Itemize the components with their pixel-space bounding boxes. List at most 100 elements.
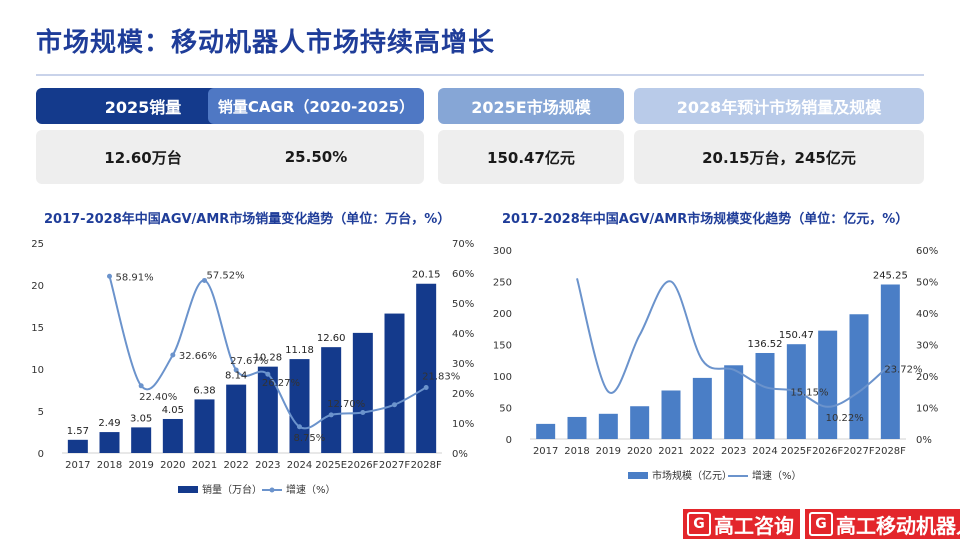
growth-value-label: 21.83% (422, 372, 460, 383)
bar (724, 365, 744, 439)
logo-text: 高工咨询 (714, 513, 794, 538)
growth-value-label: 58.91% (116, 272, 154, 283)
y2-tick-label: 0% (916, 435, 932, 446)
growth-point (297, 424, 302, 430)
bar-value-label: 136.52 (748, 339, 783, 350)
kpi-card-value: 25.50% (208, 130, 424, 184)
y-tick-label: 300 (493, 246, 512, 257)
growth-point (233, 367, 239, 373)
x-tick-label: 2019 (596, 446, 621, 457)
x-tick-label: 2018 (564, 446, 589, 457)
title-divider (36, 74, 924, 76)
y2-tick-label: 40% (916, 309, 938, 320)
x-tick-label: 2028F (875, 446, 906, 457)
bar (416, 283, 437, 453)
bar (384, 313, 405, 453)
kpi-card-market-size-2025: 2025E市场规模 150.47亿元 (438, 88, 624, 184)
y-tick-label: 10 (31, 365, 44, 376)
growth-value-label: 10.22% (826, 413, 864, 424)
logo-mark-icon: G (809, 512, 833, 536)
growth-point (265, 371, 271, 377)
growth-value-label: 8.75% (294, 433, 326, 444)
kpi-card-cagr: 销量CAGR（2020-2025） 25.50% (208, 88, 424, 184)
bar (162, 418, 183, 453)
kpi-card-header: 销量CAGR（2020-2025） (208, 88, 424, 124)
y2-tick-label: 50% (916, 278, 938, 289)
y2-tick-label: 10% (452, 419, 474, 430)
legend-swatch-bar (178, 486, 198, 493)
y2-tick-label: 10% (916, 404, 938, 415)
chart-title-sales: 2017-2028年中国AGV/AMR市场销量变化趋势（单位：万台，%） (44, 212, 451, 227)
bar-value-label: 150.47 (779, 330, 814, 341)
bar (849, 314, 869, 439)
page-title: 市场规模：移动机器人市场持续高增长 (36, 28, 496, 58)
growth-point (423, 385, 429, 391)
bar (755, 352, 775, 439)
x-tick-label: 2017 (65, 460, 90, 471)
bar (567, 416, 587, 439)
sales-chart: 0 5 10 15 20 25 0% 10% 20% 30% 40% 50% 60% 70% 2017 201… (31, 239, 474, 496)
x-tick-label: 2022 (690, 446, 715, 457)
growth-value-label: 27.67% (230, 356, 268, 367)
y-tick-label: 0 (38, 449, 44, 460)
bar-value-label: 11.18 (285, 345, 314, 356)
y2-tick-label: 70% (452, 239, 474, 250)
growth-value-label: 26.27% (262, 378, 300, 389)
bar (880, 284, 900, 439)
bar-value-label: 3.05 (130, 413, 152, 424)
kpi-card-value: 150.47亿元 (438, 130, 624, 184)
y2-tick-label: 0% (452, 449, 468, 460)
bar (131, 427, 152, 453)
y-tick-label: 100 (493, 372, 512, 383)
x-tick-label: 2025F (781, 446, 812, 457)
bar (818, 330, 838, 439)
y2-tick-label: 60% (916, 246, 938, 257)
x-tick-label: 2018 (97, 460, 122, 471)
growth-point (107, 273, 112, 279)
growth-point (170, 352, 176, 358)
y2-tick-label: 50% (452, 299, 474, 310)
bar-value-label: 245.25 (873, 270, 908, 281)
y-tick-label: 150 (493, 341, 512, 352)
growth-line (576, 278, 891, 408)
x-tick-label: 2020 (160, 460, 185, 471)
y2-tick-label: 20% (452, 389, 474, 400)
bar (67, 439, 88, 453)
bar-value-label: 8.14 (225, 371, 247, 382)
legend-label-line: 增速（%） (752, 469, 802, 482)
growth-point (392, 402, 397, 408)
x-tick-label: 2017 (533, 446, 558, 457)
bar (321, 347, 342, 453)
x-tick-label: 2025E (315, 460, 347, 471)
y2-tick-label: 60% (452, 269, 474, 280)
logo-text: 高工移动机器人 (836, 513, 960, 538)
bar-value-label: 20.15 (412, 270, 441, 281)
logo-mark-icon: G (687, 512, 711, 536)
x-tick-label: 2020 (627, 446, 652, 457)
bar-value-label: 1.57 (67, 426, 89, 437)
x-tick-label: 2023 (255, 460, 280, 471)
growth-value-label: 57.52% (207, 270, 245, 281)
x-tick-label: 2023 (721, 446, 746, 457)
x-tick-label: 2026F (347, 460, 378, 471)
x-tick-label: 2026F (812, 446, 843, 457)
bar (598, 413, 618, 439)
y-tick-label: 50 (499, 404, 512, 415)
bar (692, 377, 712, 439)
x-tick-label: 2021 (192, 460, 217, 471)
legend-swatch-point (269, 487, 275, 493)
growth-value-label: 12.70% (327, 399, 365, 410)
x-tick-label: 2021 (658, 446, 683, 457)
x-tick-label: 2027F (843, 446, 874, 457)
y2-tick-label: 20% (916, 372, 938, 383)
y-tick-label: 20 (31, 281, 44, 292)
y-tick-label: 25 (31, 239, 44, 250)
bar-value-label: 12.60 (317, 333, 346, 344)
growth-point (360, 410, 366, 415)
growth-line (108, 275, 427, 430)
kpi-card-header: 2028年预计市场销量及规模 (634, 88, 924, 124)
bar-value-label: 4.05 (162, 405, 184, 416)
x-tick-label: 2024 (752, 446, 777, 457)
y-tick-label: 0 (506, 435, 512, 446)
y-tick-label: 250 (493, 278, 512, 289)
